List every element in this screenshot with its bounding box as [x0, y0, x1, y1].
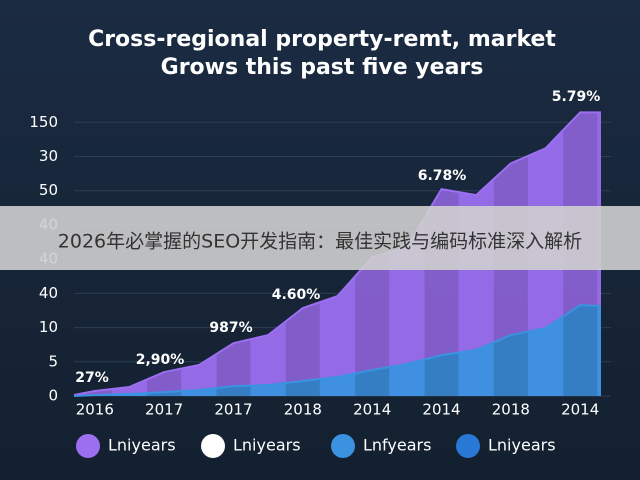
legend-label: Lniyears: [488, 436, 556, 455]
annotation: 27%: [75, 370, 109, 386]
legend-swatch: [76, 434, 100, 458]
chart-subtitle: Grows this past five years: [161, 55, 484, 80]
annotation: 987%: [209, 320, 252, 336]
legend-swatch: [201, 434, 225, 458]
y-tick-label: 40: [39, 284, 58, 302]
x-tick-label: 2014: [422, 401, 460, 419]
area-edge: [73, 304, 602, 397]
y-tick-label: 5: [48, 352, 58, 370]
x-tick-label: 2018: [492, 401, 530, 419]
area-edge: [73, 111, 601, 396]
annotation: 6.78%: [418, 168, 467, 184]
legend-swatch: [456, 434, 480, 458]
x-tick-label: 2017: [214, 401, 252, 419]
legend-label: Lniyears: [108, 436, 176, 455]
annotation: 5.79%: [552, 89, 601, 105]
x-tick-label: 2014: [561, 401, 599, 419]
y-tick-label: 10: [39, 318, 58, 336]
annotation: 4.60%: [272, 287, 321, 303]
area: [74, 305, 601, 396]
x-tick-label: 2018: [284, 401, 322, 419]
legend-label: Lnfyears: [363, 436, 431, 455]
y-tick-label: 150: [29, 113, 58, 131]
y-tick-label: 50: [39, 181, 58, 199]
y-tick-label: 0: [48, 387, 58, 405]
banner: [0, 206, 640, 270]
stripe: [563, 305, 598, 396]
area: [74, 112, 601, 397]
x-tick-label: 2017: [145, 401, 183, 419]
chart-title: Cross-regional property-remt, market: [88, 27, 556, 52]
annotation: 2,90%: [136, 352, 185, 368]
y-tick-label: 30: [39, 147, 58, 165]
x-tick-label: 2016: [76, 401, 114, 419]
overlay: 2026年必掌握的SEO开发指南：最佳实践与编码标准深入解析: [0, 206, 640, 270]
legend-label: Lniyears: [233, 436, 301, 455]
banner-text: 2026年必掌握的SEO开发指南：最佳实践与编码标准深入解析: [58, 231, 582, 253]
legend-swatch: [331, 434, 355, 458]
x-tick-label: 2014: [353, 401, 391, 419]
